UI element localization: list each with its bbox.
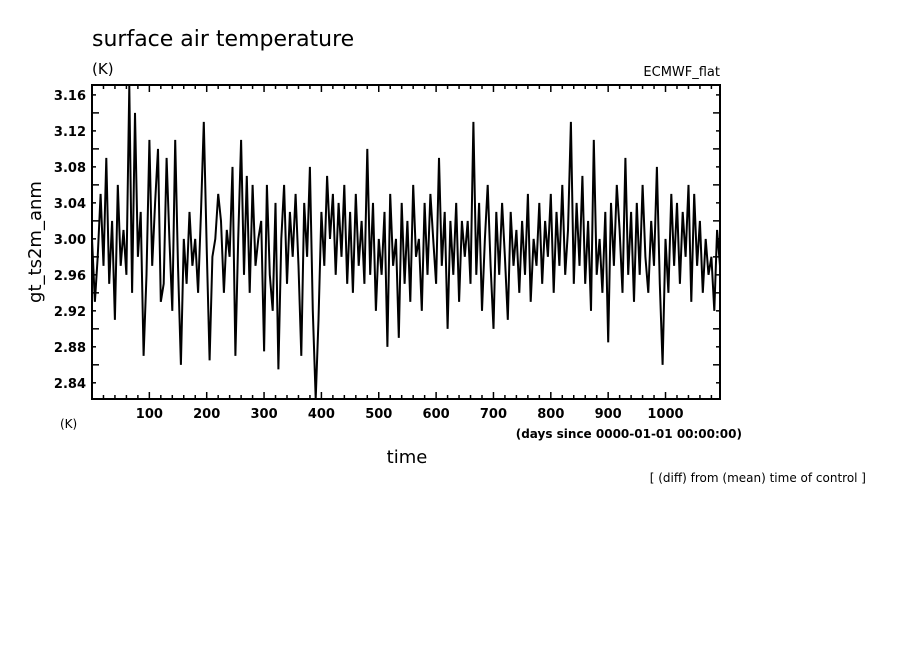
series-line-gt_ts2m_anm xyxy=(91,85,721,400)
x-axis-label: time xyxy=(387,447,428,468)
x-tick-label: 1000 xyxy=(647,407,683,422)
x-tick-label: 900 xyxy=(595,407,622,422)
chart-title: surface air temperature xyxy=(92,27,354,52)
footnote: [ (diff) from (mean) time of control ] xyxy=(650,471,866,485)
y-axis-label: gt_ts2m_anm xyxy=(25,181,46,303)
x-tick-label: 700 xyxy=(480,407,507,422)
x-tick-label: 400 xyxy=(308,407,335,422)
x-tick-label: 100 xyxy=(136,407,163,422)
y-tick-label: 3.12 xyxy=(54,125,86,140)
x-tick-label: 200 xyxy=(193,407,220,422)
x-tick-label: 500 xyxy=(365,407,392,422)
x-axis-units: (days since 0000-01-01 00:00:00) xyxy=(516,427,742,441)
ticks-layer: 100 200 300 400 500 600 700 800 900 1000 2.84 2.88 2… xyxy=(54,85,720,422)
x-tick-label: 300 xyxy=(250,407,277,422)
series-layer xyxy=(91,85,721,400)
y-tick-label: 3.08 xyxy=(54,161,86,176)
y-tick-label: 3.00 xyxy=(54,233,86,248)
x-tick-label: 800 xyxy=(537,407,564,422)
y-tick-label: 3.04 xyxy=(54,197,86,212)
chart-subtitle: (K) xyxy=(92,60,114,78)
y-tick-label: 2.92 xyxy=(54,305,86,320)
y-tick-label: 2.88 xyxy=(54,341,86,356)
experiment-label: ECMWF_flat xyxy=(643,65,720,80)
y-axis-units: (K) xyxy=(60,417,77,431)
y-tick-label: 3.16 xyxy=(54,89,86,104)
y-tick-label: 2.84 xyxy=(54,377,86,392)
plot-frame xyxy=(91,84,721,400)
x-tick-label: 600 xyxy=(423,407,450,422)
y-tick-label: 2.96 xyxy=(54,269,86,284)
